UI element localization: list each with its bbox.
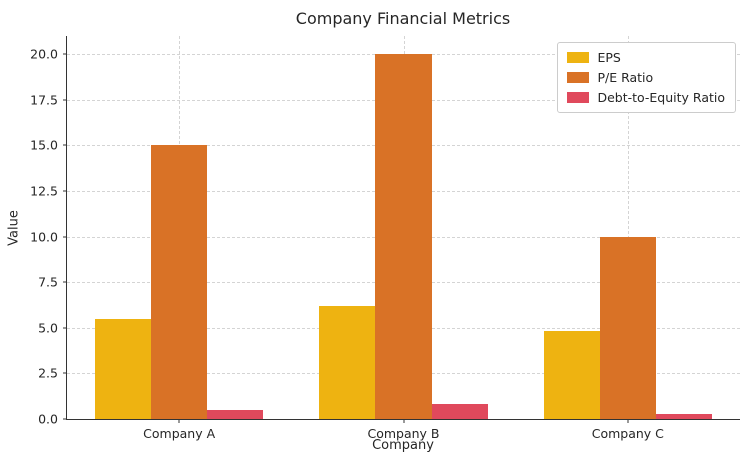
x-tick-mark bbox=[403, 419, 404, 423]
y-tick-mark bbox=[63, 190, 67, 192]
legend-label-p-e-ratio: P/E Ratio bbox=[597, 70, 654, 85]
bar-eps-company-c bbox=[543, 331, 600, 419]
legend-item-p-e-ratio: P/E Ratio bbox=[567, 70, 725, 85]
legend-item-debt-to-equity-ratio: Debt-to-Equity Ratio bbox=[567, 90, 725, 105]
bar-debt-to-equity-ratio-company-c bbox=[655, 413, 712, 419]
bar-p-e-ratio-company-b bbox=[375, 54, 432, 419]
y-axis-label: Value bbox=[6, 210, 22, 246]
x-tick-mark bbox=[178, 419, 180, 423]
y-tick-mark bbox=[63, 144, 67, 146]
y-tick-label: 12.5 bbox=[30, 183, 58, 199]
plot-area: EPS P/E Ratio Debt-to-Equity Ratio 0.0 2.5 5… bbox=[30, 36, 740, 441]
bar-debt-to-equity-ratio-company-b bbox=[431, 404, 488, 419]
y-tick-label: 2.5 bbox=[38, 365, 58, 381]
y-tick-mark bbox=[63, 53, 67, 55]
legend-swatch-eps bbox=[567, 52, 590, 63]
chart-title: Company Financial Metrics bbox=[295, 9, 511, 28]
bar-p-e-ratio-company-a bbox=[151, 145, 208, 419]
x-gridline bbox=[627, 36, 629, 419]
legend-label-debt-to-equity-ratio: Debt-to-Equity Ratio bbox=[597, 90, 725, 105]
x-tick-label-company-a: Company A bbox=[143, 426, 216, 441]
bar-eps-company-a bbox=[95, 318, 152, 419]
y-tick-label: 20.0 bbox=[30, 46, 58, 62]
bar-group-company-c bbox=[516, 36, 740, 419]
legend-item-eps: EPS bbox=[567, 50, 725, 65]
y-tick-mark bbox=[63, 281, 67, 283]
y-tick-mark bbox=[63, 99, 67, 101]
x-tick-label-company-b: Company B bbox=[367, 426, 440, 441]
y-tick-label: 5.0 bbox=[38, 320, 58, 336]
bar-group-company-b bbox=[291, 36, 515, 419]
bar-debt-to-equity-ratio-company-a bbox=[207, 409, 264, 419]
x-tick-mark bbox=[627, 419, 629, 423]
y-tick-label: 0.0 bbox=[38, 411, 58, 427]
y-tick-mark bbox=[63, 327, 67, 329]
bar-group-company-a bbox=[67, 36, 291, 419]
y-tick-label: 10.0 bbox=[30, 229, 58, 245]
y-tick-label: 7.5 bbox=[38, 274, 58, 290]
y-tick-mark bbox=[63, 372, 67, 374]
y-tick-label: 15.0 bbox=[30, 137, 58, 153]
y-tick-label: 17.5 bbox=[30, 92, 58, 108]
legend-label-eps: EPS bbox=[597, 50, 621, 65]
legend-swatch-p-e-ratio bbox=[567, 72, 590, 83]
y-tick-mark bbox=[63, 236, 67, 238]
x-tick-label-company-c: Company C bbox=[591, 426, 664, 441]
bar-eps-company-b bbox=[319, 305, 376, 419]
y-tick-mark bbox=[63, 418, 67, 420]
bar-p-e-ratio-company-c bbox=[599, 236, 656, 419]
legend: EPS P/E Ratio Debt-to-Equity Ratio bbox=[557, 42, 736, 113]
x-axis-label: Company bbox=[372, 438, 434, 453]
legend-swatch-debt-to-equity-ratio bbox=[567, 92, 590, 103]
